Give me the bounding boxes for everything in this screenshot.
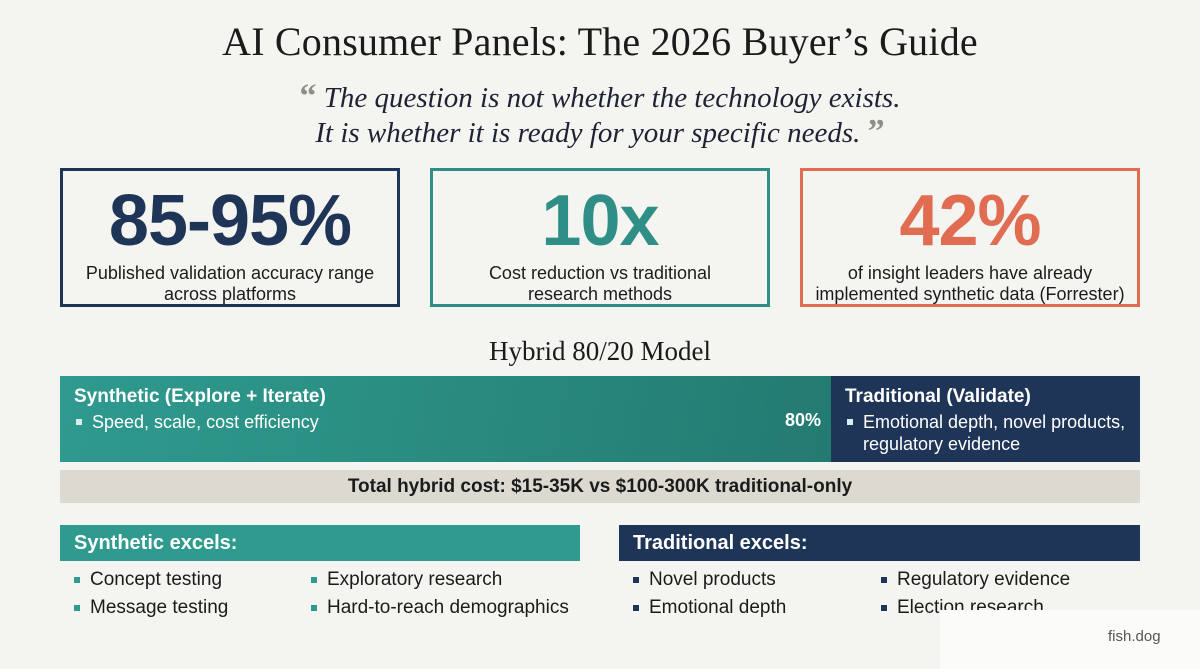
- stat-value: 42%: [899, 181, 1041, 261]
- stat-description: Published validation accuracy range acro…: [85, 263, 375, 304]
- list-item: Message testing: [74, 597, 228, 619]
- traditional-excels-heading: Traditional excels:: [619, 525, 1140, 561]
- list-item: Emotional depth: [633, 597, 786, 619]
- quote-line-1: “ The question is not whether the techno…: [299, 78, 901, 115]
- stat-value: 85-95%: [108, 181, 352, 261]
- quote-line-2: It is whether it is ready for your speci…: [315, 113, 885, 150]
- list-item: Emotional depth, novel products, regulato…: [845, 411, 1126, 455]
- stat-card-adoption: 42% of insight leaders have already impl…: [800, 168, 1140, 307]
- list-item: Concept testing: [74, 569, 222, 591]
- traditional-segment-heading: Traditional (Validate): [845, 386, 1031, 407]
- bullet-icon: [311, 605, 317, 611]
- close-quote-icon: ”: [867, 113, 885, 150]
- bullet-icon: [881, 605, 887, 611]
- bullet-icon: [881, 577, 887, 583]
- synthetic-segment: Synthetic (Explore + Iterate) Speed, sca…: [60, 376, 831, 462]
- quote: “ The question is not whether the techno…: [0, 80, 1200, 150]
- stat-card-cost: 10x Cost reduction vs traditional resear…: [430, 168, 770, 307]
- hybrid-model-title: Hybrid 80/20 Model: [489, 336, 711, 366]
- stat-description: of insight leaders have already implemen…: [815, 263, 1125, 304]
- list-item: Hard-to-reach demographics: [311, 597, 569, 619]
- list-item: Speed, scale, cost efficiency: [74, 411, 817, 433]
- synthetic-segment-heading: Synthetic (Explore + Iterate): [74, 386, 326, 407]
- synthetic-percent: 80%: [784, 410, 821, 430]
- open-quote-icon: “: [299, 78, 317, 115]
- bullet-icon: [74, 577, 80, 583]
- page-title: AI Consumer Panels: The 2026 Buyer’s Gui…: [222, 19, 978, 64]
- bullet-icon: [74, 605, 80, 611]
- bullet-icon: [847, 419, 853, 425]
- bullet-icon: [633, 577, 639, 583]
- traditional-segment: Traditional (Validate) Emotional depth, …: [831, 376, 1140, 462]
- list-item: Regulatory evidence: [881, 569, 1070, 591]
- bullet-icon: [76, 419, 82, 425]
- synthetic-excels-heading: Synthetic excels:: [60, 525, 580, 561]
- total-cost-banner: Total hybrid cost: $15-35K vs $100-300K …: [60, 470, 1140, 503]
- bullet-icon: [633, 605, 639, 611]
- stat-description: Cost reduction vs traditional research m…: [488, 263, 712, 304]
- list-item: Exploratory research: [311, 569, 502, 591]
- list-item: Novel products: [633, 569, 776, 591]
- bullet-icon: [311, 577, 317, 583]
- stat-card-accuracy: 85-95% Published validation accuracy ran…: [60, 168, 400, 307]
- stat-value: 10x: [541, 181, 659, 261]
- watermark: fish.dog: [1108, 628, 1161, 645]
- watermark-backdrop: [940, 610, 1200, 669]
